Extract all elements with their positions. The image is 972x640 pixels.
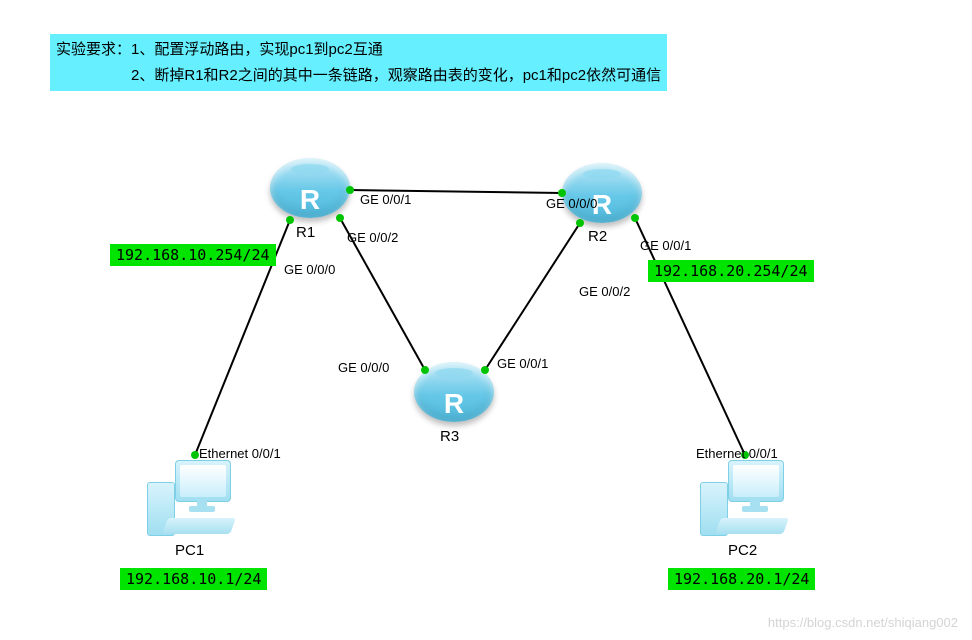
port-dot <box>191 451 199 459</box>
pc1-device <box>145 460 235 550</box>
link-r2-pc2 <box>635 218 745 455</box>
pc2-device <box>698 460 788 550</box>
ip-pc2: 192.168.20.1/24 <box>668 568 815 590</box>
pc1-label: PC1 <box>175 542 204 559</box>
router-r1: R <box>270 158 350 218</box>
if-r1-ge002: GE 0/0/2 <box>347 230 398 245</box>
if-r2-ge000: GE 0/0/0 <box>546 196 597 211</box>
if-r2-ge002: GE 0/0/2 <box>579 284 630 299</box>
router-r3-label: R3 <box>440 428 459 445</box>
port-dot <box>336 214 344 222</box>
router-r1-label: R1 <box>296 224 315 241</box>
if-r2-ge001: GE 0/0/1 <box>640 238 691 253</box>
if-r3-ge001: GE 0/0/1 <box>497 356 548 371</box>
ip-r2-gateway: 192.168.20.254/24 <box>648 260 814 282</box>
if-pc1-eth: Ethernet 0/0/1 <box>199 446 281 461</box>
ip-r1-gateway: 192.168.10.254/24 <box>110 244 276 266</box>
port-dot <box>481 366 489 374</box>
ip-pc1: 192.168.10.1/24 <box>120 568 267 590</box>
port-dot <box>286 216 294 224</box>
link-r2-r3 <box>485 223 580 370</box>
port-dot <box>346 186 354 194</box>
watermark: https://blog.csdn.net/shiqiang002 <box>768 615 958 630</box>
router-r2-label: R2 <box>588 228 607 245</box>
port-dot <box>576 219 584 227</box>
if-pc2-eth: Ethernet 0/0/1 <box>696 446 778 461</box>
port-dot <box>631 214 639 222</box>
pc2-label: PC2 <box>728 542 757 559</box>
topology-canvas: 实验要求：1、配置浮动路由，实现pc1到pc2互通 实验要求：2、断掉R1和R2… <box>0 0 972 640</box>
port-dot <box>421 366 429 374</box>
if-r1-ge000: GE 0/0/0 <box>284 262 335 277</box>
router-r2: R <box>562 163 642 223</box>
if-r3-ge000: GE 0/0/0 <box>338 360 389 375</box>
if-r1-ge001: GE 0/0/1 <box>360 192 411 207</box>
